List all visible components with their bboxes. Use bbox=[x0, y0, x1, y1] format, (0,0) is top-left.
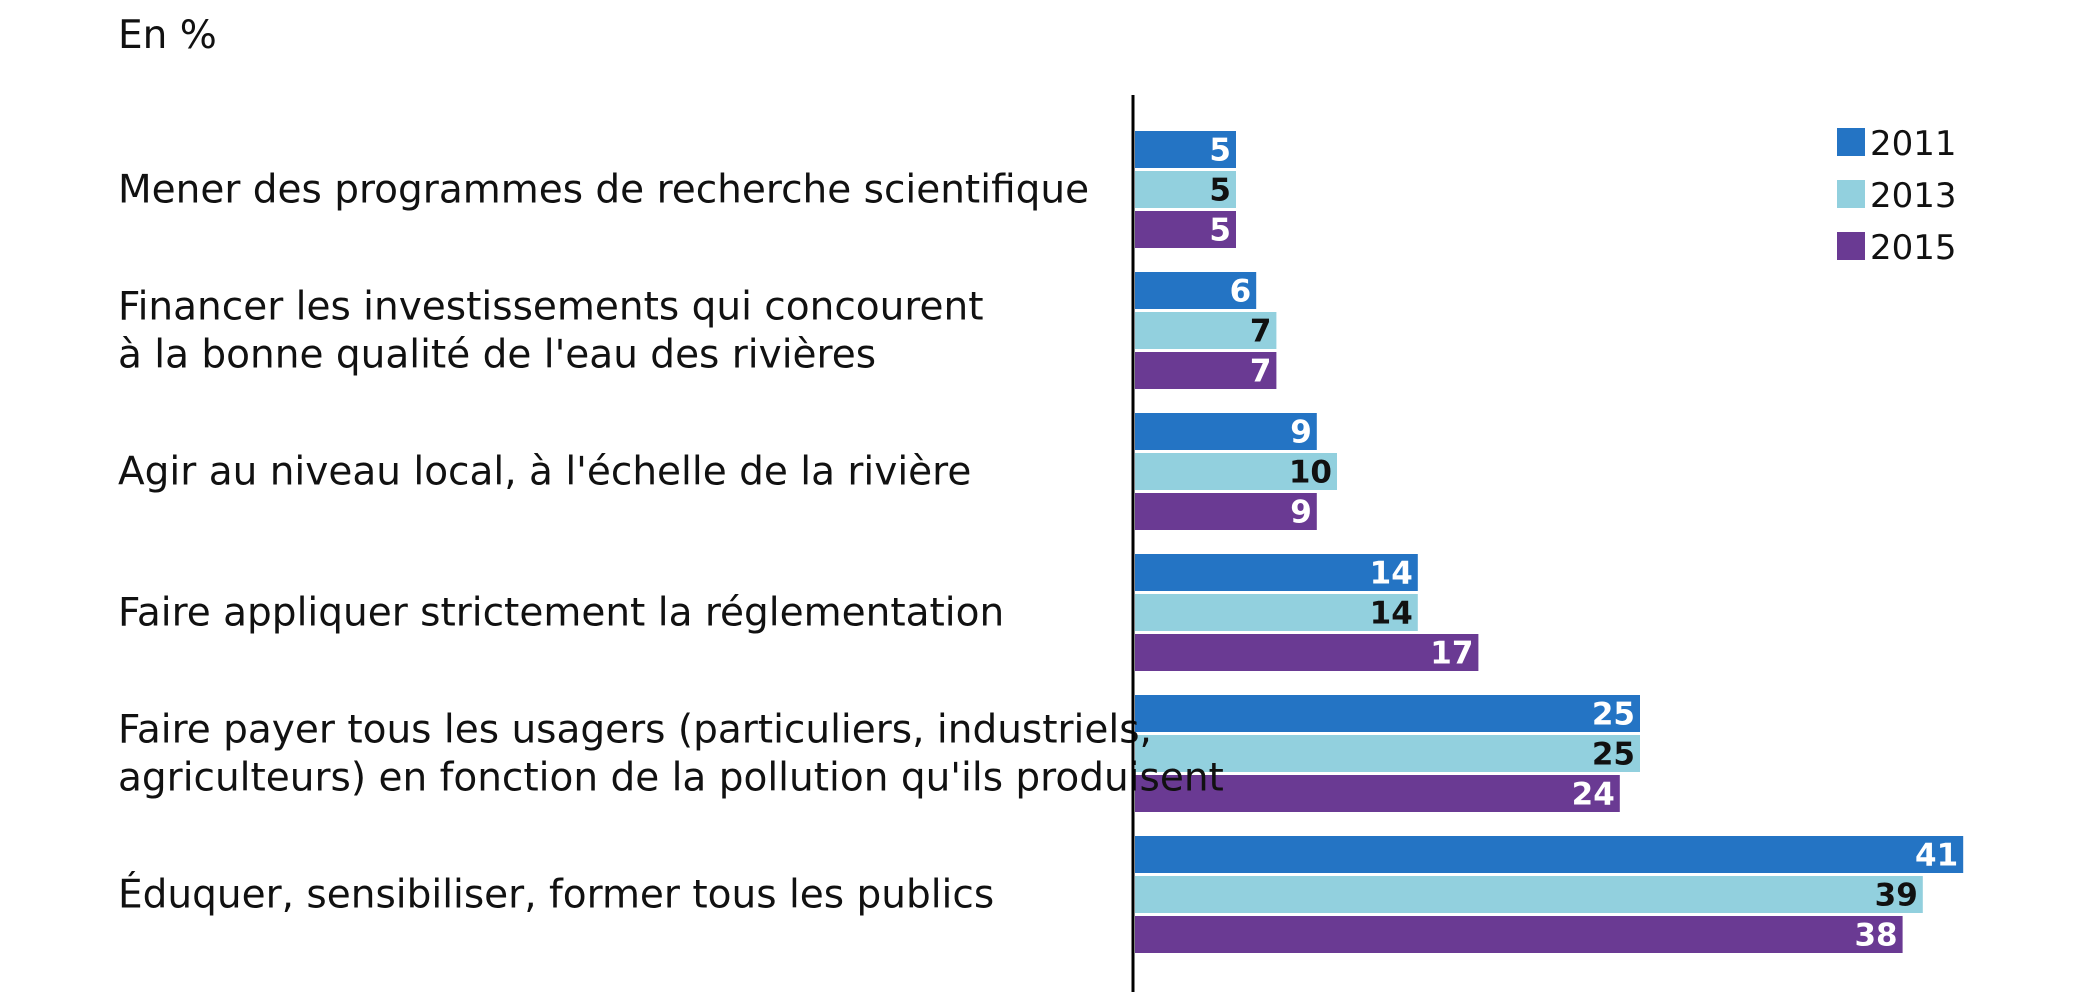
category-label-5-line-1: Faire payer tous les usagers (particulie… bbox=[118, 708, 1152, 753]
bar-2011-1 bbox=[1135, 131, 1236, 168]
bar-2015-4 bbox=[1135, 634, 1479, 671]
category-labels: Mener des programmes de recherche scient… bbox=[118, 168, 1224, 918]
bar-2015-1 bbox=[1135, 211, 1236, 248]
legend-swatch-2015 bbox=[1837, 232, 1865, 260]
bar-2013-3 bbox=[1135, 453, 1337, 490]
value-label-2013-3: 10 bbox=[1289, 455, 1332, 491]
legend-swatch-2013 bbox=[1837, 180, 1865, 208]
bar-2015-2 bbox=[1135, 352, 1277, 389]
value-label-2015-4: 17 bbox=[1430, 636, 1473, 672]
category-label-1: Mener des programmes de recherche scient… bbox=[118, 168, 1089, 213]
category-label-6: Éduquer, sensibiliser, former tous les p… bbox=[118, 871, 994, 918]
unit-label: En % bbox=[118, 13, 217, 58]
value-label-2013-5: 25 bbox=[1592, 737, 1635, 773]
legend-label-2011: 2011 bbox=[1870, 124, 1957, 164]
bar-2013-5 bbox=[1135, 735, 1640, 772]
legend: 2011 2013 2015 bbox=[1837, 124, 1957, 268]
legend-swatch-2011 bbox=[1837, 128, 1865, 156]
value-label-2011-3: 9 bbox=[1290, 415, 1312, 451]
bar-2013-1 bbox=[1135, 171, 1236, 208]
bar-2013-4 bbox=[1135, 594, 1418, 631]
category-label-4: Faire appliquer strictement la réglement… bbox=[118, 591, 1004, 636]
value-label-2013-6: 39 bbox=[1875, 878, 1918, 914]
bar-2011-4 bbox=[1135, 554, 1418, 591]
bar-2011-6 bbox=[1135, 836, 1964, 873]
value-label-2011-5: 25 bbox=[1592, 697, 1635, 733]
legend-label-2015: 2015 bbox=[1870, 228, 1957, 268]
bar-2015-6 bbox=[1135, 916, 1903, 953]
category-label-2-line-1: Financer les investissements qui concour… bbox=[118, 285, 984, 330]
bar-2011-5 bbox=[1135, 695, 1640, 732]
bar-2013-6 bbox=[1135, 876, 1923, 913]
value-label-2011-2: 6 bbox=[1230, 274, 1252, 310]
value-label-2013-1: 5 bbox=[1209, 173, 1231, 209]
value-label-2015-3: 9 bbox=[1290, 495, 1312, 531]
category-label-5-line-2: agriculteurs) en fonction de la pollutio… bbox=[118, 756, 1224, 801]
bar-2011-3 bbox=[1135, 413, 1317, 450]
value-label-2015-5: 24 bbox=[1572, 777, 1615, 813]
bar-2015-3 bbox=[1135, 493, 1317, 530]
value-label-2011-1: 5 bbox=[1209, 133, 1231, 169]
legend-label-2013: 2013 bbox=[1870, 176, 1957, 216]
category-label-3: Agir au niveau local, à l'échelle de la … bbox=[118, 450, 971, 495]
value-label-2013-4: 14 bbox=[1370, 596, 1413, 632]
value-label-2015-2: 7 bbox=[1250, 354, 1272, 390]
bar-2011-2 bbox=[1135, 272, 1257, 309]
value-label-2015-6: 38 bbox=[1854, 918, 1897, 954]
bar-2015-5 bbox=[1135, 775, 1620, 812]
value-label-2011-6: 41 bbox=[1915, 838, 1958, 874]
value-label-2011-4: 14 bbox=[1370, 556, 1413, 592]
value-label-2015-1: 5 bbox=[1209, 213, 1231, 249]
value-label-2013-2: 7 bbox=[1250, 314, 1272, 350]
category-label-2-line-2: à la bonne qualité de l'eau des rivières bbox=[118, 333, 876, 378]
bar-2013-2 bbox=[1135, 312, 1277, 349]
